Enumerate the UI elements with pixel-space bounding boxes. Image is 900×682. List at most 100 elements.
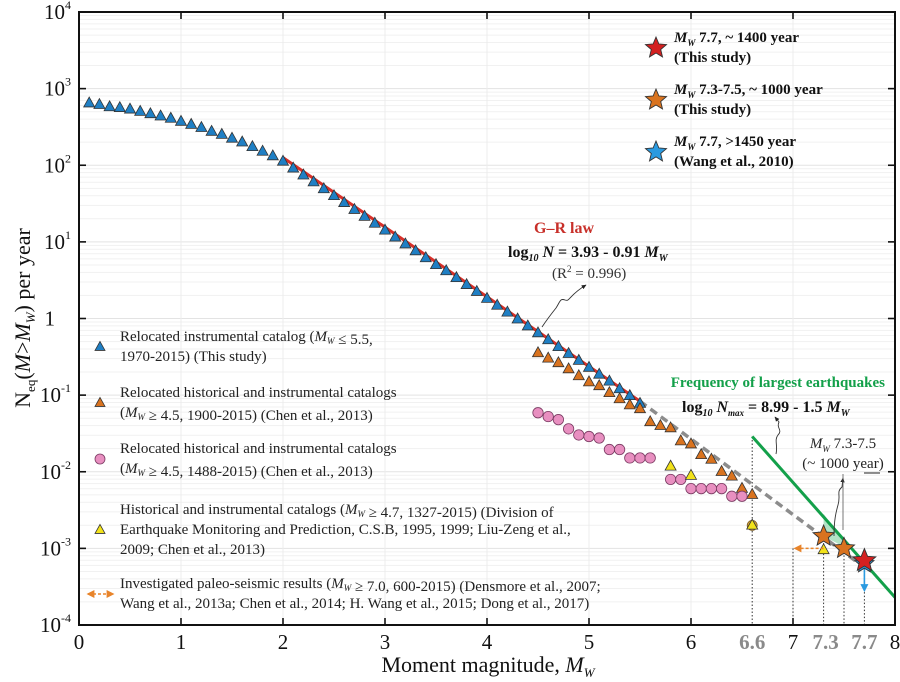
data-point-blue-triangle xyxy=(185,117,198,129)
data-point-pink-circle xyxy=(675,473,687,486)
data-point-orange-triangle xyxy=(725,469,738,481)
data-point-orange-triangle xyxy=(542,351,555,363)
data-point-blue-triangle xyxy=(103,100,116,112)
x-tick-label-extra: 6.6 xyxy=(739,630,765,654)
star-orange-1 xyxy=(811,523,836,546)
y-tick-label: 1 xyxy=(45,307,56,331)
data-point-orange-triangle xyxy=(562,362,575,374)
mw-range-pointer-arrow xyxy=(833,477,845,537)
data-point-orange-triangle xyxy=(593,378,606,391)
mw-range-label: MW 7.3-7.5 xyxy=(809,436,876,454)
data-point-pink-circle xyxy=(644,452,656,464)
data-point-orange-triangle xyxy=(552,355,565,368)
data-point-orange-triangle xyxy=(664,421,677,433)
x-tick-label: 4 xyxy=(482,630,493,654)
tick-labels: 0 1 2 3 4 5 6 7 8 6.6 7.3 7.7 104 103 102 101 1 10-1 10-2 1… xyxy=(40,0,900,654)
legend-star-label: MW 7.7, >1450 year xyxy=(673,134,796,152)
data-point-orange-triangle xyxy=(705,452,718,464)
data-point-pink-circle xyxy=(583,430,595,443)
y-tick-label: 101 xyxy=(44,228,71,254)
data-point-blue-triangle xyxy=(582,360,596,372)
legend-icon-yellow-triangle xyxy=(94,523,106,534)
x-tick-label: 0 xyxy=(74,630,85,654)
data-point-blue-triangle xyxy=(593,367,606,379)
data-point-yellow-triangle xyxy=(746,518,759,530)
data-point-blue-triangle xyxy=(348,202,361,214)
data-point-blue-triangle xyxy=(297,168,310,180)
data-point-blue-triangle xyxy=(83,96,96,108)
data-point-blue-triangle xyxy=(123,102,137,114)
max-frequency-pointer-arrow xyxy=(774,416,781,455)
legend-text-line: (MW ≥ 4.5, 1900-2015) (Chen et al., 2013… xyxy=(120,405,373,424)
data-point-blue-triangle xyxy=(164,111,177,123)
data-point-blue-triangle xyxy=(440,264,453,276)
data-point-blue-triangle xyxy=(399,237,412,249)
x-tick-label: 3 xyxy=(380,630,391,654)
data-point-orange-triangle xyxy=(684,437,698,449)
x-axis-title: Moment magnitude, MW xyxy=(381,652,595,680)
data-point-pink-circle xyxy=(705,483,718,495)
y-tick-label: 104 xyxy=(44,0,71,24)
data-point-pink-circle xyxy=(603,443,616,456)
x-tick-label: 1 xyxy=(176,630,187,654)
data-point-orange-triangle xyxy=(715,464,728,476)
data-point-blue-triangle xyxy=(521,319,534,331)
legend-text-line: Wang et al., 2013a; Chen et al., 2014; H… xyxy=(120,596,589,612)
legend-text-line: Investigated paleo-seismic results (MW ≥… xyxy=(120,576,601,595)
data-point-blue-triangle xyxy=(276,154,290,166)
legend-star-blue xyxy=(644,139,668,162)
data-point-blue-triangle xyxy=(327,188,341,201)
data-point-blue-triangle xyxy=(93,97,106,109)
data-point-blue-triangle xyxy=(491,298,504,310)
legend-catalogs: Relocated instrumental catalog (MW ≤ 5.5… xyxy=(86,329,601,612)
data-point-blue-triangle xyxy=(134,104,147,116)
legend-text-line: (MW ≥ 4.5, 1488-2015) (Chen et al., 2013… xyxy=(120,461,373,480)
y-tick-label: 103 xyxy=(44,75,71,101)
y-tick-label: 102 xyxy=(44,151,71,177)
data-point-blue-triangle xyxy=(603,374,616,386)
data-point-blue-triangle xyxy=(195,120,208,132)
data-point-blue-triangle xyxy=(511,312,524,324)
y-tick-label: 10-2 xyxy=(40,458,71,484)
data-point-pink-circle xyxy=(685,483,697,495)
legend-star-label: MW 7.3-7.5, ~ 1000 year xyxy=(673,82,823,100)
grid-lines xyxy=(79,12,895,626)
data-point-blue-triangle xyxy=(450,270,463,283)
legend-text-line: Relocated instrumental catalog (MW ≤ 5.5… xyxy=(120,329,373,348)
legend-star-label: MW 7.7, ~ 1400 year xyxy=(673,30,799,48)
data-point-orange-triangle xyxy=(613,391,626,404)
data-point-orange-triangle xyxy=(746,487,759,499)
legend-star-red xyxy=(644,35,668,58)
data-point-blue-triangle xyxy=(419,251,432,263)
data-point-blue-triangle xyxy=(480,291,494,303)
data-point-pink-circle xyxy=(552,414,565,426)
data-point-blue-triangle xyxy=(531,326,545,338)
data-point-blue-triangle xyxy=(358,209,371,221)
gr-law-title: G–R law xyxy=(534,220,594,237)
legend-star-orange xyxy=(644,87,668,110)
max-frequency-equation: log10 Nmax = 8.99 - 1.5 MW xyxy=(682,399,851,419)
data-point-yellow-triangle xyxy=(684,468,698,480)
data-point-pink-circle xyxy=(573,429,585,441)
data-point-orange-triangle xyxy=(644,414,657,427)
data-point-pink-circle xyxy=(624,452,636,464)
legend-text-line: 2009; Chen et al., 2013) xyxy=(120,542,265,558)
y-tick-label: 10-3 xyxy=(40,534,71,560)
x-tick-label: 2 xyxy=(278,630,289,654)
data-point-blue-triangle xyxy=(368,216,381,228)
x-tick-label: 7 xyxy=(788,630,799,654)
x-tick-label: 6 xyxy=(686,630,697,654)
axis-titles: Moment magnitude, MW Neq(M>MW) per year xyxy=(10,227,596,680)
legend-icon-orange-triangle xyxy=(94,396,106,407)
data-point-blue-triangle xyxy=(256,144,269,156)
legend-stars: MW 7.7, ~ 1400 year (This study) MW 7.3-7.… xyxy=(644,30,823,170)
data-point-blue-triangle xyxy=(429,257,443,270)
data-point-orange-triangle xyxy=(674,434,687,446)
gr-law-r-squared: (R2 = 0.996) xyxy=(552,264,626,282)
gr-law-pointer-arrow xyxy=(541,284,587,328)
legend-star-source: (Wang et al., 2010) xyxy=(674,154,794,170)
legend-text-line: 1970-2015) (This study) xyxy=(120,349,267,365)
data-point-pink-circle xyxy=(562,423,575,435)
data-point-orange-triangle xyxy=(633,401,647,414)
data-point-blue-triangle xyxy=(236,135,249,147)
